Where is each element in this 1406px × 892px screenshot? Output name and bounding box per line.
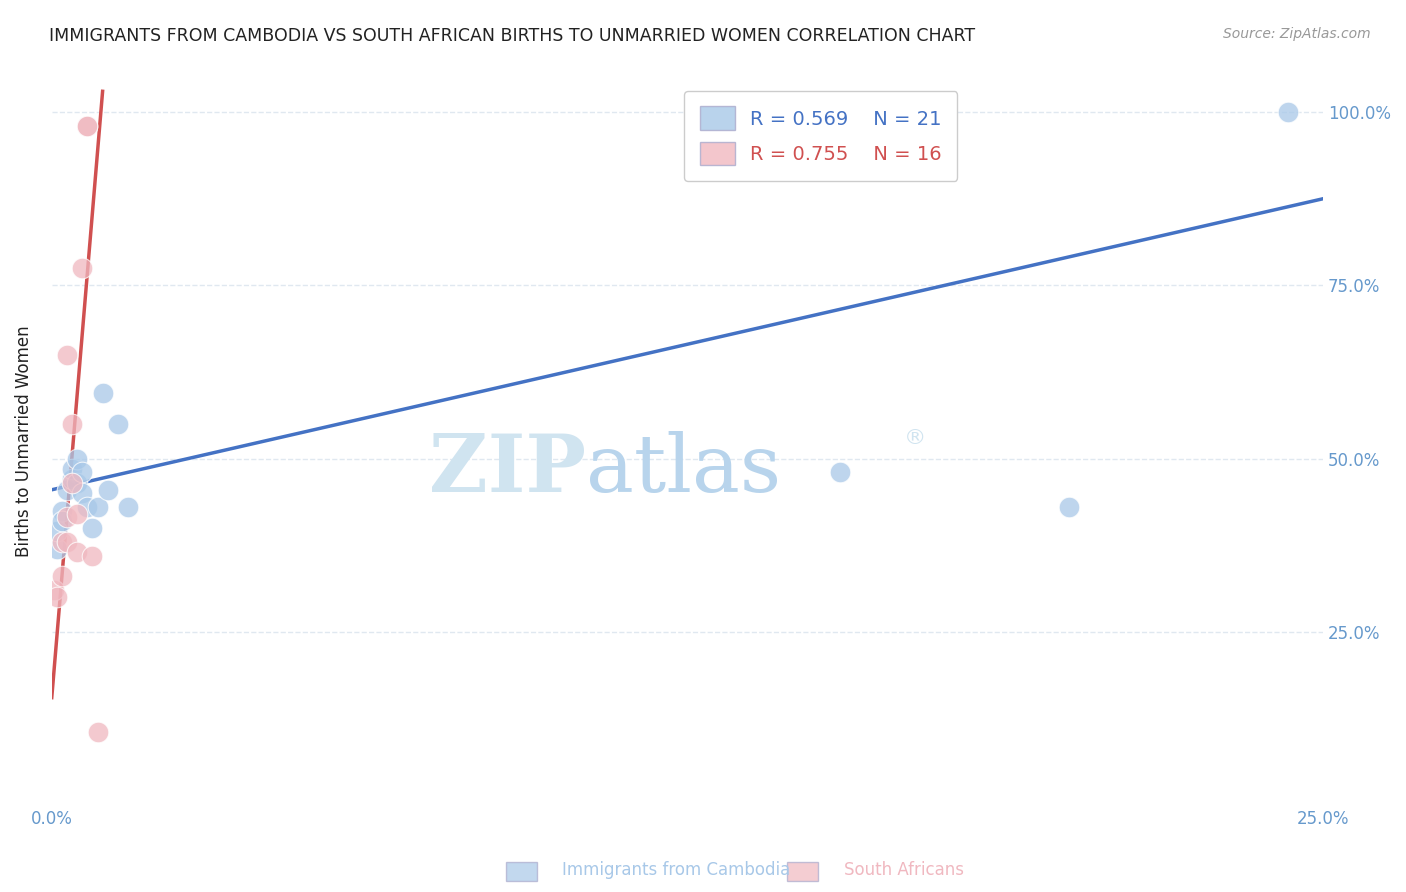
Legend: R = 0.569    N = 21, R = 0.755    N = 16: R = 0.569 N = 21, R = 0.755 N = 16 (685, 91, 957, 181)
Point (66, 507, 89, 521)
Point (82, 549, 104, 563)
Point (60, 475, 83, 490)
Point (56, 534, 79, 549)
Point (45, 590, 67, 604)
Point (60, 462, 83, 476)
Point (45, 524, 67, 539)
Point (56, 348, 79, 362)
Text: ZIP: ZIP (429, 432, 586, 509)
Text: ®: ® (904, 427, 927, 448)
Point (72, 466, 94, 480)
Point (107, 417, 129, 431)
Point (56, 510, 79, 524)
Point (66, 451, 89, 466)
Point (86, 500, 108, 514)
Y-axis label: Births to Unmarried Women: Births to Unmarried Women (15, 326, 32, 558)
Point (66, 545, 89, 559)
Text: Immigrants from Cambodia: Immigrants from Cambodia (562, 861, 790, 879)
Point (76, 119, 98, 133)
Point (51, 569, 73, 583)
Point (51, 514, 73, 528)
Point (72, 486, 94, 500)
Point (86, 725, 108, 739)
Point (97, 483, 120, 497)
Point (76, 119, 98, 133)
Point (91, 385, 114, 400)
Point (60, 417, 83, 431)
Point (56, 483, 79, 497)
Point (45, 541, 67, 556)
Point (82, 521, 104, 535)
Point (44, 583, 66, 598)
Text: South Africans: South Africans (844, 861, 963, 879)
Text: Source: ZipAtlas.com: Source: ZipAtlas.com (1223, 27, 1371, 41)
Point (1057, 500, 1080, 514)
Point (1277, 105, 1299, 120)
Point (51, 503, 73, 517)
Point (60, 472, 83, 486)
Point (51, 534, 73, 549)
Point (76, 500, 98, 514)
Text: IMMIGRANTS FROM CAMBODIA VS SOUTH AFRICAN BIRTHS TO UNMARRIED WOMEN CORRELATION : IMMIGRANTS FROM CAMBODIA VS SOUTH AFRICA… (49, 27, 976, 45)
Text: atlas: atlas (586, 432, 780, 509)
Point (117, 500, 139, 514)
Point (66, 475, 89, 490)
Point (72, 260, 94, 275)
Point (828, 466, 851, 480)
